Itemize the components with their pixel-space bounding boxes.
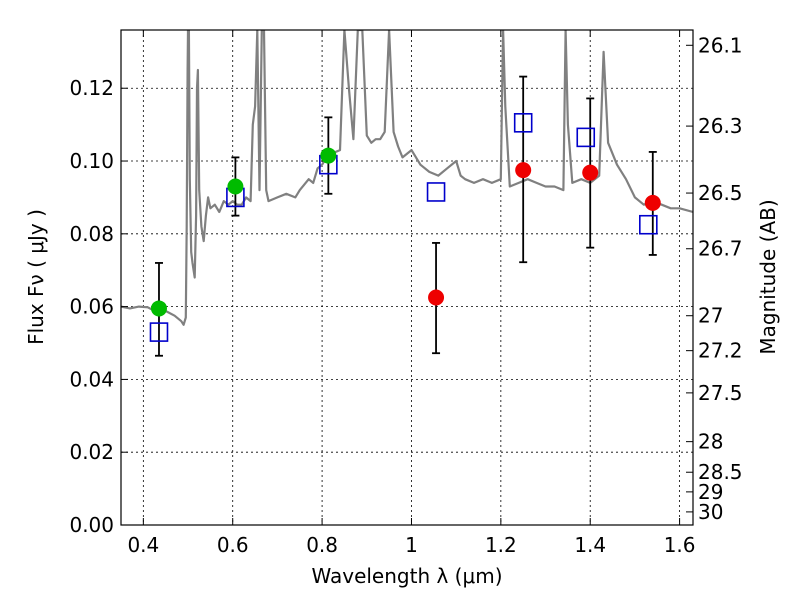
model-flux-square (513, 113, 533, 133)
magnitude-tick-label: 27.2 (698, 339, 743, 363)
magnitude-tick-label: 26.3 (698, 114, 743, 138)
x-axis-title: Wavelength λ (μm) (311, 564, 502, 588)
magnitude-tick-label: 27 (698, 304, 723, 328)
grid-lines (121, 30, 693, 526)
magnitude-tick-label: 26.5 (698, 181, 743, 205)
magnitude-tick-label: 26.1 (698, 33, 743, 57)
magnitude-tick-label: 28 (698, 430, 723, 454)
magnitude-tick-label: 26.7 (698, 237, 743, 261)
x-tick-label: 0.8 (306, 533, 338, 557)
plot-frame (120, 29, 694, 526)
y-tick-label: 0.12 (69, 76, 114, 100)
y-tick-label: 0.06 (69, 295, 114, 319)
x-tick-label: 1 (405, 533, 418, 557)
spectrum-layer (121, 30, 693, 326)
photometry-point (644, 194, 661, 211)
errorbar-layer (154, 75, 657, 357)
photometry-point (150, 300, 167, 317)
model-flux-square (149, 322, 169, 342)
model-flux-square (576, 127, 596, 148)
photometry-point (582, 164, 599, 181)
model-flux-square (639, 214, 658, 235)
magnitude-tick-label: 28.5 (698, 460, 743, 484)
y-tick-label: 0.08 (69, 222, 114, 246)
marker-layer (149, 113, 661, 342)
y-tick-label: 0.02 (69, 440, 114, 464)
model-flux-square (426, 182, 446, 202)
magnitude-axis-title: Magnitude (AB) (756, 199, 780, 354)
spectrum-line (121, 30, 693, 326)
x-tick-label: 1.4 (574, 533, 606, 557)
magnitude-tick-label: 27.5 (698, 381, 743, 405)
y-tick-label: 0.10 (69, 149, 114, 173)
tick-marks (121, 30, 693, 526)
y-tick-label: 0.00 (69, 513, 114, 537)
magnitude-tick-label: 29 (698, 480, 723, 504)
photometry-point (227, 178, 244, 195)
photometry-point (428, 289, 445, 306)
x-tick-label: 1.6 (664, 533, 696, 557)
x-tick-label: 1.2 (485, 533, 517, 557)
photometry-point (320, 147, 337, 164)
magnitude-tick-label: 30 (698, 500, 723, 524)
y-axis-title: Flux Fν ( μJy ) (24, 209, 48, 345)
y-tick-label: 0.04 (69, 367, 114, 391)
x-tick-label: 0.6 (217, 533, 249, 557)
x-tick-label: 0.4 (127, 533, 159, 557)
tick-labels: 0.4 0.6 0.8 1 1.2 1.4 1.6 0.00 0.02 0.04 0.06 0.08 0… (69, 33, 742, 557)
photometry-point (515, 162, 532, 179)
